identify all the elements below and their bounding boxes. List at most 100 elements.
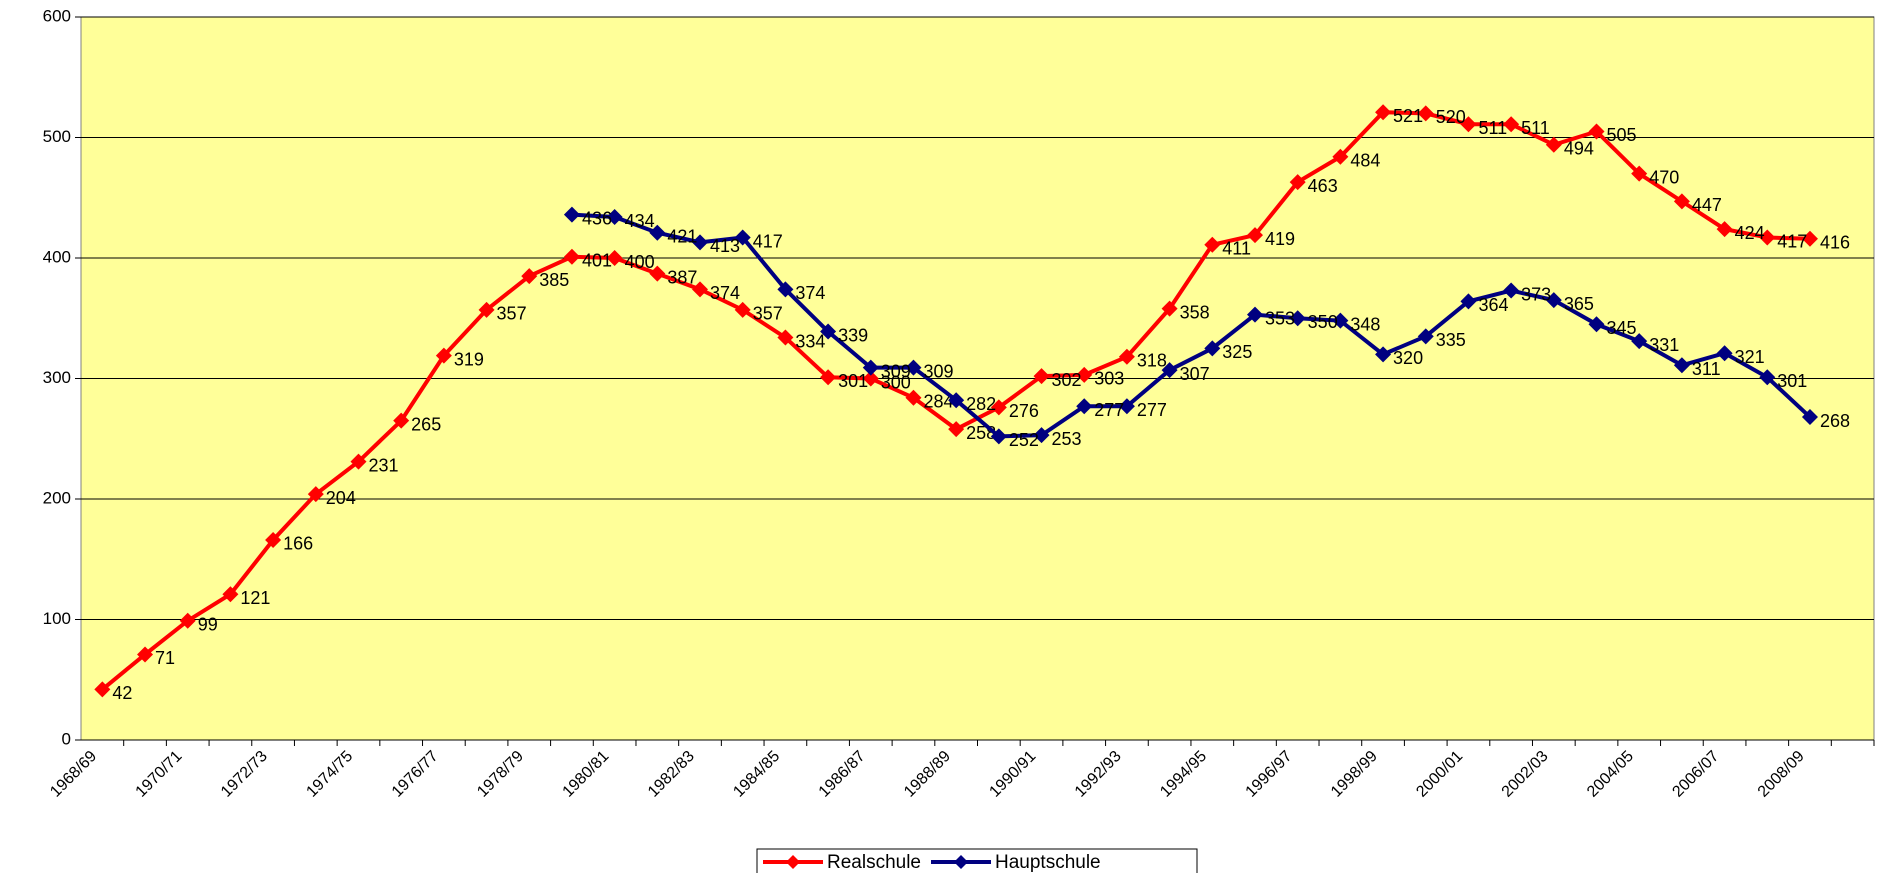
point-marker bbox=[1631, 165, 1648, 182]
y-tick-label: 400 bbox=[43, 247, 71, 266]
point-marker bbox=[948, 421, 965, 438]
x-tick-label: 1974/75 bbox=[303, 748, 356, 801]
legend-label: Hauptschule bbox=[995, 852, 1101, 873]
data-label: 417 bbox=[753, 231, 783, 251]
data-label: 268 bbox=[1820, 411, 1850, 431]
data-label: 470 bbox=[1649, 167, 1679, 187]
x-tick-label: 1984/85 bbox=[730, 748, 783, 801]
data-label: 276 bbox=[1009, 401, 1039, 421]
x-tick-label: 1970/71 bbox=[133, 748, 186, 801]
point-marker bbox=[1588, 123, 1605, 140]
point-marker bbox=[1716, 221, 1733, 238]
y-tick-label: 0 bbox=[62, 729, 71, 748]
point-marker bbox=[1246, 227, 1263, 244]
x-tick-label: 2004/05 bbox=[1584, 748, 1637, 801]
point-marker bbox=[1716, 345, 1733, 362]
data-label: 436 bbox=[582, 208, 612, 228]
data-label: 463 bbox=[1308, 176, 1338, 196]
data-label: 348 bbox=[1350, 314, 1380, 334]
data-label: 421 bbox=[667, 226, 697, 246]
data-label: 252 bbox=[1009, 430, 1039, 450]
data-label: 373 bbox=[1521, 284, 1551, 304]
point-marker bbox=[521, 268, 538, 285]
data-label: 331 bbox=[1649, 335, 1679, 355]
data-label: 311 bbox=[1692, 359, 1721, 379]
data-label: 99 bbox=[198, 614, 218, 634]
data-label: 447 bbox=[1692, 195, 1722, 215]
point-marker bbox=[94, 681, 111, 698]
point-marker bbox=[1631, 333, 1648, 350]
x-tick-label: 2000/01 bbox=[1413, 748, 1466, 801]
legend-marker bbox=[954, 855, 968, 869]
point-marker bbox=[1417, 328, 1434, 345]
point-marker bbox=[1204, 340, 1221, 357]
legend-marker bbox=[786, 855, 800, 869]
point-marker bbox=[1759, 229, 1776, 246]
point-marker bbox=[222, 586, 239, 603]
point-marker bbox=[1503, 116, 1520, 133]
y-tick-label: 200 bbox=[43, 488, 71, 507]
point-marker bbox=[1673, 357, 1690, 374]
x-tick-label: 2006/07 bbox=[1669, 748, 1722, 801]
legend-label: Realschule bbox=[827, 852, 921, 873]
data-label: 282 bbox=[966, 394, 996, 414]
data-label: 511 bbox=[1478, 118, 1507, 138]
x-tick-label: 1982/83 bbox=[645, 748, 698, 801]
point-marker bbox=[1332, 148, 1349, 165]
point-marker bbox=[1375, 346, 1392, 363]
data-label: 511 bbox=[1521, 118, 1550, 138]
point-marker bbox=[1801, 409, 1818, 426]
point-marker bbox=[692, 234, 709, 251]
point-marker bbox=[435, 347, 452, 364]
point-marker bbox=[862, 359, 879, 376]
point-marker bbox=[820, 369, 837, 386]
data-label: 385 bbox=[539, 270, 569, 290]
data-label: 505 bbox=[1607, 125, 1637, 145]
point-marker bbox=[1204, 236, 1221, 253]
point-marker bbox=[649, 265, 666, 282]
point-marker bbox=[137, 646, 154, 663]
point-marker bbox=[1246, 306, 1263, 323]
point-marker bbox=[1332, 312, 1349, 329]
data-label: 301 bbox=[838, 371, 868, 391]
data-label: 424 bbox=[1735, 223, 1765, 243]
data-label: 302 bbox=[1052, 370, 1082, 390]
point-marker bbox=[606, 209, 623, 226]
data-label: 400 bbox=[625, 252, 655, 272]
legend: Realschule Hauptschule bbox=[756, 848, 1198, 873]
data-label: 484 bbox=[1350, 151, 1380, 171]
point-marker bbox=[1118, 398, 1135, 415]
x-tick-label: 1986/87 bbox=[816, 748, 869, 801]
data-label: 300 bbox=[881, 372, 911, 392]
data-label: 309 bbox=[923, 361, 953, 381]
data-label: 42 bbox=[112, 683, 132, 703]
point-marker bbox=[734, 301, 751, 318]
data-label: 411 bbox=[1222, 238, 1251, 258]
x-tick-label: 1988/89 bbox=[901, 748, 954, 801]
data-label: 204 bbox=[326, 488, 356, 508]
point-marker bbox=[478, 301, 495, 318]
data-label: 321 bbox=[1735, 347, 1765, 367]
point-marker bbox=[1033, 368, 1050, 385]
data-label: 401 bbox=[582, 251, 612, 271]
x-tick-label: 1976/77 bbox=[389, 748, 442, 801]
point-marker bbox=[1417, 105, 1434, 122]
point-marker bbox=[1460, 116, 1477, 133]
point-marker bbox=[820, 323, 837, 340]
data-label: 434 bbox=[625, 211, 655, 231]
point-marker bbox=[905, 389, 922, 406]
data-label: 325 bbox=[1222, 342, 1252, 362]
point-marker bbox=[1076, 366, 1093, 383]
data-label: 284 bbox=[923, 392, 953, 412]
data-label: 358 bbox=[1180, 302, 1210, 322]
point-marker bbox=[777, 329, 794, 346]
data-label: 121 bbox=[240, 588, 270, 608]
data-label: 307 bbox=[1180, 364, 1210, 384]
data-label: 231 bbox=[368, 455, 398, 475]
data-label: 387 bbox=[667, 267, 697, 287]
y-tick-label: 100 bbox=[43, 609, 71, 628]
data-label: 353 bbox=[1265, 308, 1295, 328]
data-label: 277 bbox=[1137, 400, 1167, 420]
data-label: 494 bbox=[1564, 138, 1594, 158]
x-tick-label: 1994/95 bbox=[1157, 748, 1210, 801]
